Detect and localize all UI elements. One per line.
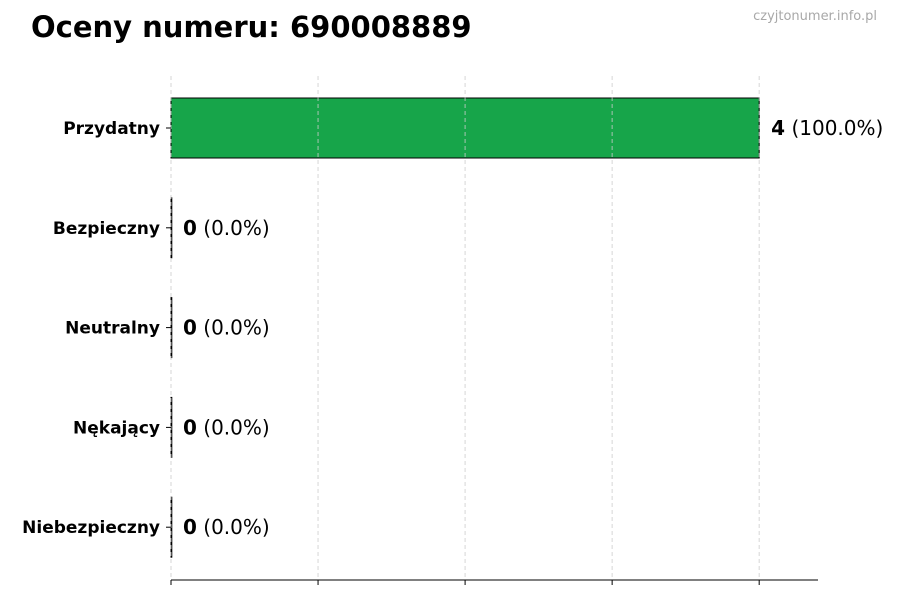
data-label-value: 0 bbox=[183, 316, 197, 340]
data-label: 0 (0.0%) bbox=[183, 316, 270, 340]
y-tick-label: Nękający bbox=[73, 418, 160, 438]
bar bbox=[170, 297, 173, 359]
y-tick-label: Bezpieczny bbox=[53, 219, 160, 239]
data-label-percent: (0.0%) bbox=[197, 515, 270, 539]
chart-title: Oceny numeru: 690008889 bbox=[31, 10, 472, 44]
data-label: 0 (0.0%) bbox=[183, 216, 270, 240]
y-tick-label: Przydatny bbox=[63, 119, 160, 139]
data-label-value: 0 bbox=[183, 515, 197, 539]
data-label: 4 (100.0%) bbox=[771, 116, 883, 140]
data-label-percent: (100.0%) bbox=[785, 116, 883, 140]
bar bbox=[170, 197, 173, 259]
data-label-value: 0 bbox=[183, 216, 197, 240]
data-label-percent: (0.0%) bbox=[197, 415, 270, 439]
data-label-percent: (0.0%) bbox=[197, 316, 270, 340]
data-label: 0 (0.0%) bbox=[183, 415, 270, 439]
data-label-value: 0 bbox=[183, 415, 197, 439]
data-label: 0 (0.0%) bbox=[183, 515, 270, 539]
y-tick-label: Neutralny bbox=[65, 319, 160, 339]
data-label-percent: (0.0%) bbox=[197, 216, 270, 240]
y-tick-label: Niebezpieczny bbox=[22, 518, 160, 538]
data-label-value: 4 bbox=[771, 116, 785, 140]
watermark: czyjtonumer.info.pl bbox=[753, 9, 877, 24]
